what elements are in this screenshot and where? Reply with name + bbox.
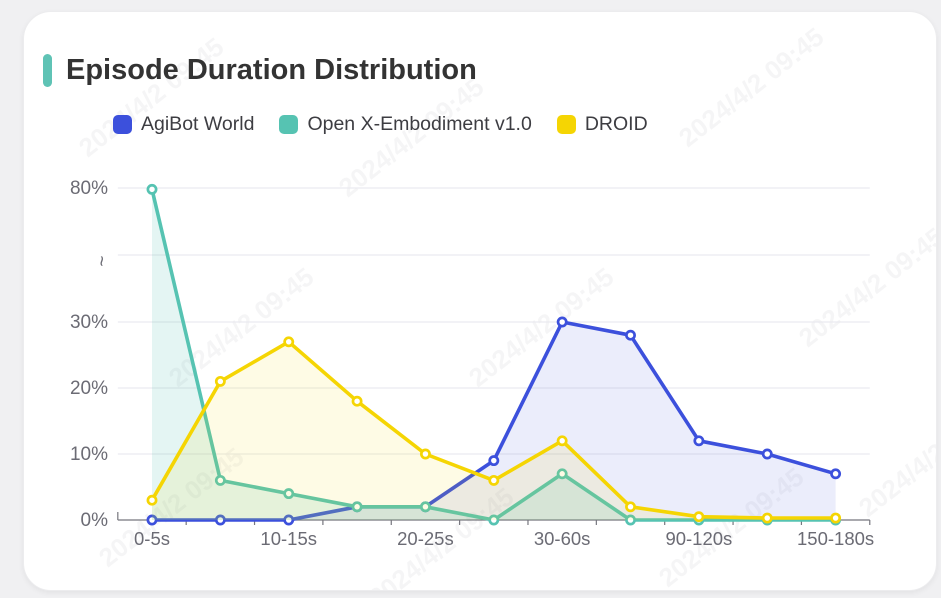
y-axis-tick-label: ~ <box>90 255 111 266</box>
legend-item-label: DROID <box>584 113 648 135</box>
legend-item-label: AgiBot World <box>141 113 255 135</box>
data-point-marker <box>214 514 226 526</box>
data-point-marker <box>556 435 568 447</box>
y-axis-tick-label: 30% <box>70 312 108 333</box>
data-point-marker <box>214 375 226 387</box>
series-area-2 <box>152 189 836 521</box>
data-point-marker <box>488 514 500 526</box>
data-point-marker <box>488 455 500 467</box>
x-axis-tick-label: 150-180s <box>797 528 874 549</box>
data-point-marker <box>283 514 295 526</box>
data-point-marker <box>761 448 773 460</box>
data-point-marker <box>625 514 636 526</box>
data-point-marker <box>625 329 636 341</box>
legend-item-2[interactable]: Open X-Embodiment v1.0 <box>279 113 532 136</box>
chart-header: Episode Duration Distribution <box>43 54 477 87</box>
data-point-marker <box>625 501 636 513</box>
x-axis-tick-label: 30-60s <box>534 528 591 549</box>
y-axis-tick-label: 80% <box>70 178 108 199</box>
y-axis-tick-label: 0% <box>81 510 109 531</box>
data-point-marker <box>283 488 295 500</box>
data-point-marker <box>488 474 500 486</box>
data-point-marker <box>419 501 431 513</box>
data-point-marker <box>214 474 226 486</box>
legend-swatch <box>556 115 576 134</box>
data-point-marker <box>830 512 842 524</box>
chart-legend: AgiBot World Open X-Embodiment v1.0 DROID <box>113 113 648 136</box>
data-point-marker <box>146 494 158 506</box>
x-axis-tick-label: 0-5s <box>134 528 170 549</box>
data-point-marker <box>146 514 158 526</box>
data-point-marker <box>693 511 705 523</box>
data-point-marker <box>419 448 431 460</box>
x-axis-tick-label: 20-25s <box>397 528 454 549</box>
legend-item-label: Open X-Embodiment v1.0 <box>307 113 532 135</box>
y-axis-tick-label: 10% <box>70 444 108 465</box>
legend-swatch <box>279 115 299 134</box>
x-axis-tick-label: 10-15s <box>260 528 317 549</box>
x-axis-tick-label: 90-120s <box>665 528 732 549</box>
data-point-marker <box>830 468 842 480</box>
title-accent-bar <box>43 54 52 87</box>
chart-title: Episode Duration Distribution <box>66 54 477 86</box>
data-point-marker <box>556 316 568 328</box>
data-point-marker <box>761 512 773 524</box>
data-point-marker <box>556 468 568 480</box>
data-point-marker <box>146 183 158 195</box>
y-axis-tick-label: 20% <box>70 378 108 399</box>
data-point-marker <box>693 435 705 447</box>
series-area-3 <box>152 341 836 520</box>
chart-canvas: 0% 10% 20% 30% ~80% 0-5s 10-15s 20-25s 30-60s 90-… <box>70 178 874 549</box>
legend-swatch <box>113 115 132 134</box>
data-point-marker <box>351 501 363 513</box>
data-point-marker <box>351 395 363 407</box>
chart-card: 2024/4/2 09:45 2024/4/2 09:45 2024/4/2 09:… <box>23 11 937 591</box>
legend-item-3[interactable]: DROID <box>556 113 648 136</box>
series-area-1 <box>152 322 836 520</box>
data-point-marker <box>283 336 295 348</box>
legend-item-1[interactable]: AgiBot World <box>113 113 254 136</box>
